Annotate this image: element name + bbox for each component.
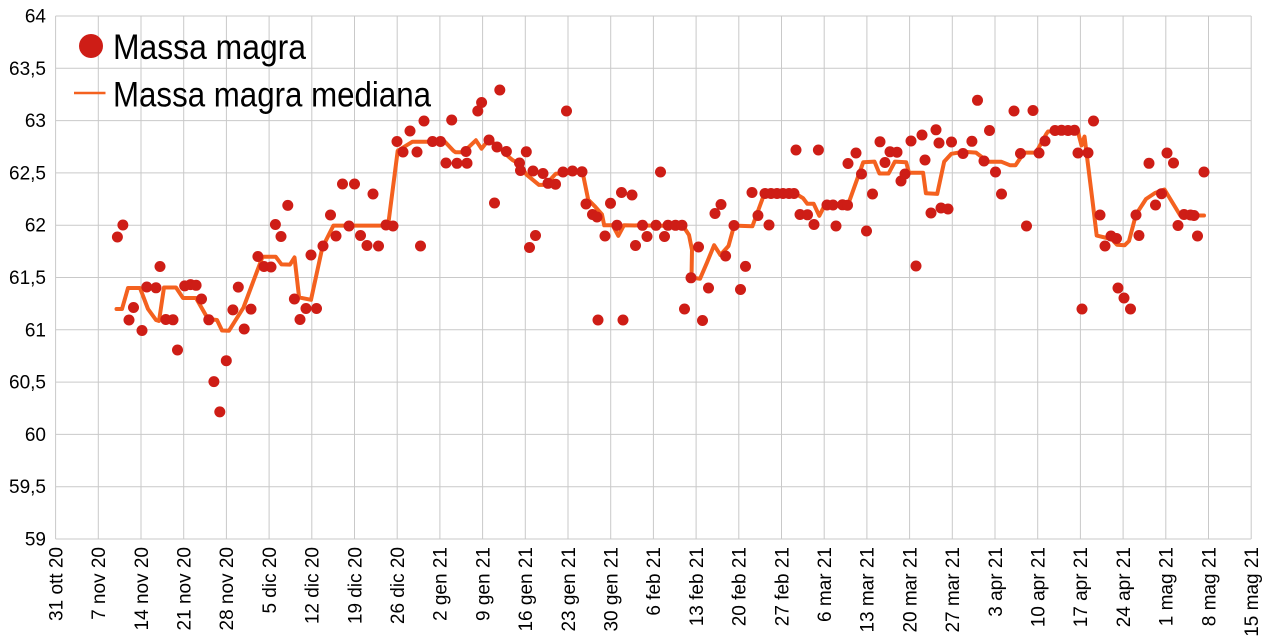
svg-text:64: 64 xyxy=(25,7,47,28)
svg-text:30 gen 21: 30 gen 21 xyxy=(602,547,623,632)
svg-text:15 mag 21: 15 mag 21 xyxy=(1242,547,1263,637)
svg-text:60: 60 xyxy=(25,425,46,446)
svg-text:61,5: 61,5 xyxy=(9,268,46,289)
svg-text:19 dic 20: 19 dic 20 xyxy=(345,547,366,624)
svg-text:12 dic 20: 12 dic 20 xyxy=(303,547,324,624)
svg-text:5 dic 20: 5 dic 20 xyxy=(260,547,281,614)
svg-text:27 mar 21: 27 mar 21 xyxy=(943,547,964,633)
svg-text:16 gen 21: 16 gen 21 xyxy=(516,547,537,632)
svg-text:7 nov 20: 7 nov 20 xyxy=(89,547,110,620)
svg-text:62: 62 xyxy=(25,216,46,237)
svg-text:17 apr 21: 17 apr 21 xyxy=(1071,547,1092,627)
svg-text:59,5: 59,5 xyxy=(9,477,46,498)
svg-text:60,5: 60,5 xyxy=(9,373,46,394)
svg-text:3 apr 21: 3 apr 21 xyxy=(986,547,1007,617)
svg-text:9 gen 21: 9 gen 21 xyxy=(473,547,494,621)
svg-text:28 nov 20: 28 nov 20 xyxy=(217,547,238,630)
svg-text:20 mar 21: 20 mar 21 xyxy=(900,547,921,633)
svg-text:13 mar 21: 13 mar 21 xyxy=(858,547,879,633)
svg-text:63,5: 63,5 xyxy=(9,59,46,80)
svg-text:61: 61 xyxy=(25,320,46,341)
svg-text:24 apr 21: 24 apr 21 xyxy=(1114,547,1135,627)
svg-text:59: 59 xyxy=(25,530,46,551)
svg-text:Massa magra: Massa magra xyxy=(113,28,306,67)
svg-text:23 gen 21: 23 gen 21 xyxy=(559,547,580,632)
svg-text:21 nov 20: 21 nov 20 xyxy=(175,547,196,630)
svg-text:27 feb 21: 27 feb 21 xyxy=(772,547,793,626)
svg-text:26 dic 20: 26 dic 20 xyxy=(388,547,409,624)
svg-text:6 feb 21: 6 feb 21 xyxy=(644,547,665,616)
svg-text:62,5: 62,5 xyxy=(9,163,46,184)
svg-text:8 mag 21: 8 mag 21 xyxy=(1199,547,1220,626)
svg-text:31 ott 20: 31 ott 20 xyxy=(46,547,67,621)
svg-text:14 nov 20: 14 nov 20 xyxy=(132,547,153,630)
svg-text:63: 63 xyxy=(25,111,46,132)
svg-text:Massa magra mediana: Massa magra mediana xyxy=(113,76,431,115)
svg-text:20 feb 21: 20 feb 21 xyxy=(730,547,751,626)
svg-text:10 apr 21: 10 apr 21 xyxy=(1029,547,1050,627)
svg-text:1 mag 21: 1 mag 21 xyxy=(1157,547,1178,626)
svg-text:6 mar 21: 6 mar 21 xyxy=(815,547,836,622)
svg-text:13 feb 21: 13 feb 21 xyxy=(687,547,708,626)
svg-text:2 gen 21: 2 gen 21 xyxy=(431,547,452,621)
